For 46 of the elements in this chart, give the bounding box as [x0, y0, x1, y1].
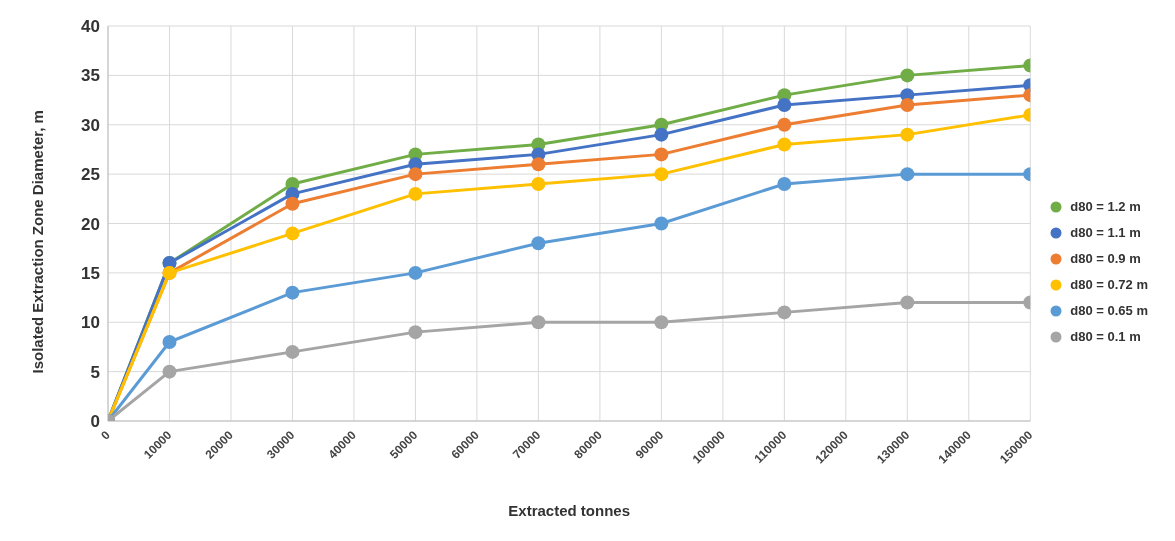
point [900, 127, 915, 142]
point [654, 127, 669, 142]
point [408, 265, 423, 280]
point [654, 216, 669, 231]
point [777, 98, 792, 112]
point [777, 305, 792, 320]
legend-label: d80 = 0.72 m [1070, 276, 1148, 294]
y-tick-label: 30 [81, 115, 100, 135]
point [777, 177, 792, 191]
legend-label: d80 = 0.65 m [1070, 302, 1148, 320]
y-tick-label: 40 [81, 17, 100, 37]
y-tick-label: 35 [81, 66, 100, 86]
point [408, 167, 423, 182]
point [408, 325, 423, 340]
point [285, 344, 300, 359]
y-tick-label: 5 [90, 362, 100, 382]
point [531, 236, 546, 251]
legend-label: d80 = 0.1 m [1070, 328, 1141, 346]
point [654, 167, 669, 182]
point [654, 147, 669, 162]
point [531, 315, 546, 330]
y-axis-title: Isolated Extraction Zone Diameter, m [29, 110, 47, 374]
y-tick-label: 25 [81, 165, 100, 185]
legend-label: d80 = 0.9 m [1070, 250, 1141, 268]
point [900, 167, 915, 182]
point [777, 137, 792, 152]
point [285, 196, 300, 211]
point [900, 295, 915, 310]
point [531, 177, 546, 191]
point [162, 364, 177, 379]
x-axis-title: Extracted tonnes [508, 502, 630, 519]
y-tick-label: 20 [81, 214, 100, 234]
point [285, 285, 300, 300]
y-tick-label: 0 [90, 412, 100, 432]
point [777, 117, 792, 132]
point [285, 226, 300, 241]
point [900, 98, 915, 112]
point [654, 315, 669, 330]
legend-label: d80 = 1.2 m [1070, 198, 1141, 216]
point [162, 335, 177, 349]
y-tick-label: 10 [81, 313, 100, 333]
legend-label: d80 = 1.1 m [1070, 224, 1141, 242]
point [531, 157, 546, 172]
y-tick-label: 15 [81, 263, 100, 283]
point [900, 68, 915, 83]
point [408, 186, 423, 201]
